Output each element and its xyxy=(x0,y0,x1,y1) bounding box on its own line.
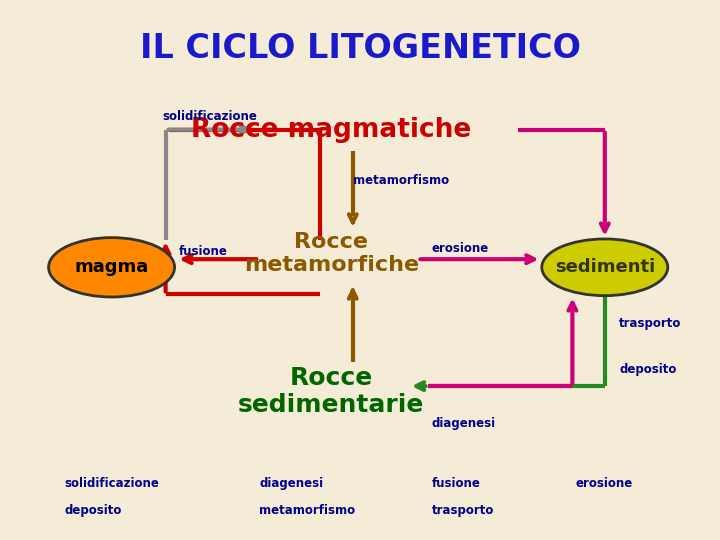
Ellipse shape xyxy=(541,239,668,296)
Text: metamorfismo: metamorfismo xyxy=(353,174,449,187)
Text: Rocce
metamorfiche: Rocce metamorfiche xyxy=(243,232,419,275)
Text: trasporto: trasporto xyxy=(432,504,495,517)
Text: erosione: erosione xyxy=(432,242,490,255)
Text: Rocce magmatiche: Rocce magmatiche xyxy=(191,117,472,143)
Text: trasporto: trasporto xyxy=(619,318,682,330)
Text: metamorfismo: metamorfismo xyxy=(259,504,356,517)
Text: solidificazione: solidificazione xyxy=(162,110,257,123)
Text: Rocce
sedimentarie: Rocce sedimentarie xyxy=(238,366,424,417)
Text: diagenesi: diagenesi xyxy=(259,477,323,490)
Text: sedimenti: sedimenti xyxy=(554,258,655,276)
Text: fusione: fusione xyxy=(179,245,228,258)
Text: IL CICLO LITOGENETICO: IL CICLO LITOGENETICO xyxy=(140,32,580,65)
Text: magma: magma xyxy=(74,258,149,276)
Text: solidificazione: solidificazione xyxy=(65,477,160,490)
Text: diagenesi: diagenesi xyxy=(432,417,496,430)
Ellipse shape xyxy=(48,238,175,297)
Text: deposito: deposito xyxy=(65,504,122,517)
Text: erosione: erosione xyxy=(576,477,634,490)
Text: deposito: deposito xyxy=(619,363,677,376)
Text: fusione: fusione xyxy=(432,477,481,490)
